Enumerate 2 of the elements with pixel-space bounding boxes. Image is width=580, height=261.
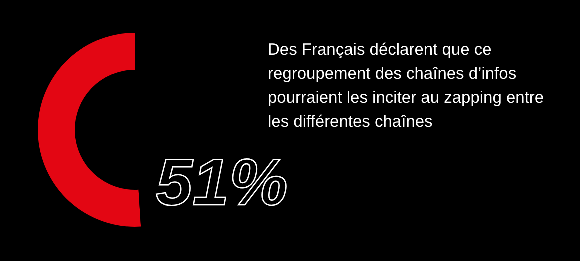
text: Des Français déclarent que ce regroupement des chaînes d’infos pourraient les inciter au zapping entre les différentes chaînes [268,41,544,131]
data-label: 51% [156,145,288,219]
